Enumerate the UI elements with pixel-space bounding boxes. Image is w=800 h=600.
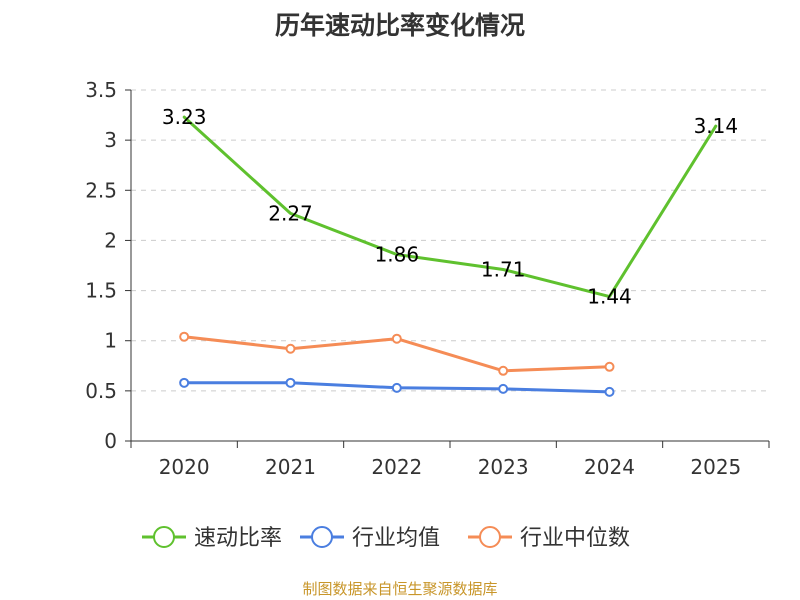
series-3-point [391,333,402,344]
series-line-1 [182,115,718,299]
legend-marker-2 [311,526,333,548]
data-label: 1.86 [375,242,420,266]
series-2-point [179,377,190,388]
legend-marker-1 [153,526,175,548]
y-tick-label: 2 [104,228,117,252]
series-2-point [498,383,509,394]
data-label: 3.23 [162,105,207,129]
chart-title: 历年速动比率变化情况 [274,11,525,40]
x-tick-label: 2024 [584,455,635,479]
series-2-point [391,382,402,393]
legend: 速动比率 行业均值 行业中位数 [142,526,630,551]
y-tick-label: 0.5 [85,379,117,403]
x-tick-label: 2022 [371,455,422,479]
series-layer [179,115,718,397]
x-tick-label: 2023 [478,455,529,479]
legend-marker-3 [479,526,501,548]
y-tick-label: 1.5 [85,279,117,303]
y-tick-label: 3.5 [85,78,117,102]
y-tick-label: 3 [104,128,117,152]
label-layer: 3.23 2.27 1.86 1.71 1.44 3.14 [162,105,738,309]
x-tick-label: 2020 [159,455,210,479]
x-tick-label: 2025 [690,455,741,479]
legend-label-1: 速动比率 [194,526,282,551]
axis-layer: 0 0.5 1 1.5 2 2.5 3 3.5 2020 2021 2022 2023 2024 2025 [85,78,770,479]
y-tick-label: 2.5 [85,178,117,202]
legend-label-2: 行业均值 [352,526,440,551]
y-tick-label: 1 [104,329,117,353]
data-label: 3.14 [694,114,739,138]
series-2-point [604,386,615,397]
series-3-point [285,343,296,354]
data-label: 1.71 [481,258,526,282]
series-3-point [179,331,190,342]
y-tick-label: 0 [104,429,117,453]
x-tick-label: 2021 [265,455,316,479]
legend-label-3: 行业中位数 [520,526,630,551]
data-label: 1.44 [587,285,632,309]
series-2-point [285,377,296,388]
grid-layer [131,89,769,392]
data-label: 2.27 [268,201,313,225]
source-note: 制图数据来自恒生聚源数据库 [302,580,498,598]
series-3-point [604,361,615,372]
series-3-point [498,365,509,376]
